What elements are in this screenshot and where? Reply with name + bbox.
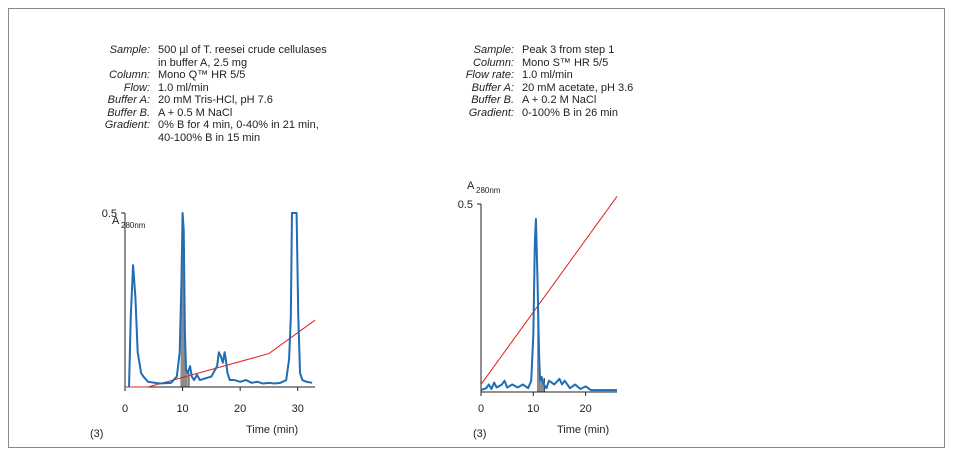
right-footnote: (3) — [473, 428, 486, 440]
figure-frame — [8, 8, 945, 448]
param-row: Sample: Peak 3 from step 1 — [454, 44, 633, 57]
param-row: Buffer A: 20 mM acetate, pH 3.6 — [454, 81, 634, 95]
param-row: Flow: 1.0 ml/min — [90, 82, 327, 95]
param-row: 40-100% B in 15 min — [90, 132, 327, 145]
right-chromatogram: 0.5 0 10 20 — [458, 196, 618, 415]
param-label: Gradient: — [104, 119, 150, 131]
right-xlabel: Time (min) — [557, 424, 609, 436]
left-method-parameters: Sample: 500 µl of T. reesei crude cellula… — [90, 44, 327, 144]
param-row: Gradient: 0-100% B in 26 min — [454, 107, 633, 120]
param-label: Column: — [109, 69, 150, 81]
param-value: Mono S™ HR 5/5 — [522, 56, 609, 69]
absorbance-trace — [480, 218, 617, 392]
right-method-parameters: Sample: Peak 3 from step 1 Column: Mono S™ … — [454, 44, 634, 120]
param-row: Buffer A: 20 mM Tris-HCl, pH 7.6 — [90, 94, 327, 107]
param-row: Gradient: 0% B for 4 min, 0-40% in 21 min… — [90, 119, 327, 132]
param-value: Peak 3 from step 1 — [522, 44, 615, 56]
param-row: Buffer B. A + 0.5 M NaCl — [90, 107, 327, 120]
param-value: 1.0 ml/min — [158, 81, 209, 94]
param-label: Column: — [473, 56, 514, 69]
x-tick-label: 0 — [122, 403, 128, 415]
param-label: Gradient: — [468, 106, 514, 119]
x-tick-label: 0 — [478, 403, 484, 415]
param-label: Buffer B. — [471, 94, 514, 106]
param-value-continued: 40-100% B in 15 min — [158, 131, 261, 144]
right-ylabel-subscript: 280nm — [476, 186, 501, 195]
left-ylabel-subscript: 280nm — [121, 221, 146, 230]
right-ylabel: A — [467, 180, 475, 192]
param-row: in buffer A, 2.5 mg — [90, 57, 327, 70]
param-value: 1.0 ml/min — [522, 69, 573, 81]
left-chromatogram: 0.5 0 10 20 30 — [102, 208, 316, 415]
param-row: Column: Mono S™ HR 5/5 — [454, 57, 633, 70]
param-row: Buffer B. A + 0.2 M NaCl — [454, 94, 633, 107]
param-value: 500 µl of T. reesei crude cellulases — [158, 44, 327, 56]
x-tick-label: 20 — [579, 403, 591, 415]
param-label: Sample: — [109, 44, 150, 56]
y-tick-label: 0.5 — [102, 208, 117, 220]
x-tick-label: 10 — [176, 403, 188, 415]
param-label: Sample: — [473, 44, 514, 56]
gradient-line — [125, 319, 316, 388]
param-label: Flow: — [123, 81, 150, 94]
gradient-line — [480, 196, 618, 385]
param-value: A + 0.2 M NaCl — [522, 94, 597, 106]
param-value: 20 mM Tris-HCl, pH 7.6 — [158, 94, 273, 106]
left-footnote: (3) — [90, 428, 103, 440]
param-label: Buffer A: — [471, 81, 514, 94]
x-tick-label: 20 — [234, 403, 246, 415]
param-label: Buffer B. — [107, 106, 150, 119]
left-xlabel: Time (min) — [246, 424, 298, 436]
param-value: A + 0.5 M NaCl — [158, 106, 233, 119]
absorbance-trace — [128, 212, 313, 388]
left-ylabel: A — [112, 215, 120, 227]
param-value: 0-100% B in 26 min — [522, 106, 618, 119]
param-value: 0% B for 4 min, 0-40% in 21 min, — [158, 119, 319, 131]
param-row: Sample: 500 µl of T. reesei crude cellula… — [90, 44, 327, 57]
param-value-continued: in buffer A, 2.5 mg — [158, 56, 248, 69]
y-tick-label: 0.5 — [458, 199, 473, 211]
param-value: 20 mM acetate, pH 3.6 — [522, 81, 634, 94]
x-tick-label: 10 — [527, 403, 539, 415]
param-row: Column: Mono Q™ HR 5/5 — [90, 69, 327, 82]
param-label: Buffer A: — [107, 94, 150, 106]
param-label: Flow rate: — [465, 69, 514, 81]
param-row: Flow rate: 1.0 ml/min — [454, 69, 633, 82]
x-tick-label: 30 — [292, 403, 304, 415]
param-value: Mono Q™ HR 5/5 — [158, 69, 246, 81]
